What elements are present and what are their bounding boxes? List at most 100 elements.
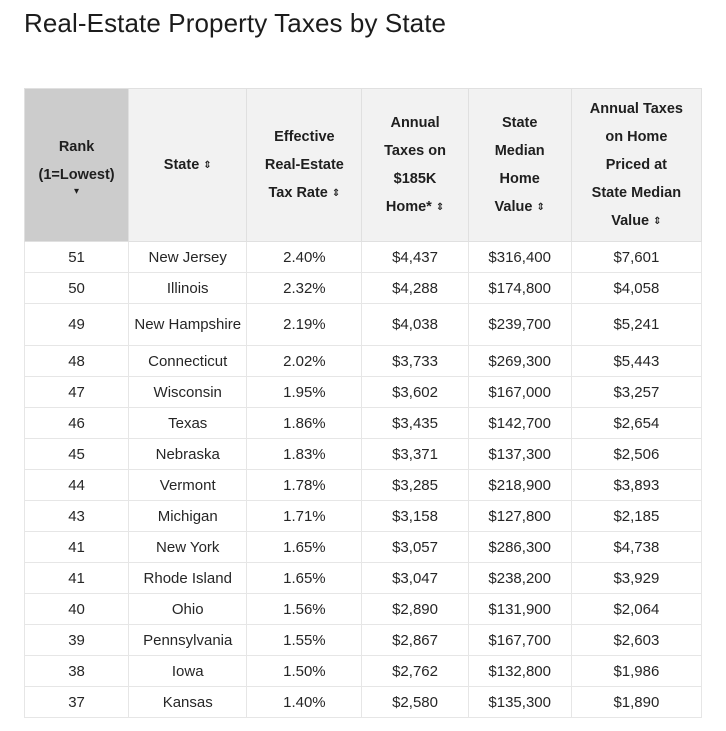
cell-rate: 1.40% <box>246 686 363 718</box>
sort-descending-icon: ▾ <box>74 186 80 197</box>
table-row: 37 Kansas 1.40% $2,580 $135,300 $1,890 <box>23 686 703 718</box>
header-annual-line: on Home <box>605 129 668 145</box>
cell-tax185k: $4,038 <box>361 303 469 346</box>
cell-median: $132,800 <box>467 655 572 687</box>
table-row: 38 Iowa 1.50% $2,762 $132,800 $1,986 <box>23 655 703 687</box>
cell-median: $269,300 <box>467 345 572 377</box>
cell-median: $131,900 <box>467 593 572 625</box>
cell-median: $167,700 <box>467 624 572 656</box>
header-tax-rate-line: Real-Estate <box>264 157 344 173</box>
header-state[interactable]: State ⇕ <box>128 88 248 242</box>
cell-median: $316,400 <box>467 241 572 273</box>
header-state-label: State <box>163 157 200 173</box>
sort-icon: ⇕ <box>435 202 445 213</box>
table-row: 47 Wisconsin 1.95% $3,602 $167,000 $3,257 <box>23 376 703 408</box>
header-tax-rate[interactable]: Effective Real-Estate Tax Rate ⇕ <box>246 88 363 242</box>
table-row: 46 Texas 1.86% $3,435 $142,700 $2,654 <box>23 407 703 439</box>
cell-rate: 1.65% <box>246 562 363 594</box>
header-median-value[interactable]: State Median Home Value ⇕ <box>467 88 572 242</box>
header-annual-line: Annual Taxes <box>589 101 683 117</box>
header-tax-rate-line: Tax Rate <box>268 185 328 201</box>
header-tax-rate-line: Effective <box>274 129 335 145</box>
cell-state: New Hampshire <box>128 303 248 346</box>
cell-rate: 1.95% <box>246 376 363 408</box>
cell-tax185k: $3,057 <box>361 531 469 563</box>
cell-rate: 1.78% <box>246 469 363 501</box>
cell-rate: 1.50% <box>246 655 363 687</box>
cell-rate: 2.19% <box>246 303 363 346</box>
cell-rate: 1.55% <box>246 624 363 656</box>
table-row: 45 Nebraska 1.83% $3,371 $137,300 $2,506 <box>23 438 703 470</box>
cell-state: Connecticut <box>128 345 248 377</box>
cell-state: New Jersey <box>128 241 248 273</box>
cell-state: Pennsylvania <box>128 624 248 656</box>
table-row: 48 Connecticut 2.02% $3,733 $269,300 $5,443 <box>23 345 703 377</box>
header-median-line: State <box>501 115 538 131</box>
cell-tax185k: $4,437 <box>361 241 469 273</box>
cell-tax185k: $3,047 <box>361 562 469 594</box>
cell-median: $218,900 <box>467 469 572 501</box>
cell-annual: $2,185 <box>570 500 703 532</box>
cell-state: Iowa <box>128 655 248 687</box>
cell-rate: 1.56% <box>246 593 363 625</box>
cell-annual: $5,443 <box>570 345 703 377</box>
cell-rate: 2.40% <box>246 241 363 273</box>
cell-annual: $1,986 <box>570 655 703 687</box>
cell-annual: $4,738 <box>570 531 703 563</box>
cell-rank: 40 <box>23 593 130 625</box>
cell-state: Wisconsin <box>128 376 248 408</box>
table-row: 41 New York 1.65% $3,057 $286,300 $4,738 <box>23 531 703 563</box>
cell-annual: $2,506 <box>570 438 703 470</box>
header-taxes-185k-line: $185K <box>393 171 437 187</box>
table-row: 50 Illinois 2.32% $4,288 $174,800 $4,058 <box>23 272 703 304</box>
cell-rank: 46 <box>23 407 130 439</box>
header-annual-line: Value <box>611 213 650 229</box>
header-rank-sublabel: (1=Lowest) <box>38 167 115 183</box>
cell-tax185k: $2,580 <box>361 686 469 718</box>
table-row: 39 Pennsylvania 1.55% $2,867 $167,700 $2,603 <box>23 624 703 656</box>
sort-icon: ⇕ <box>203 160 212 171</box>
cell-state: Nebraska <box>128 438 248 470</box>
header-median-line: Median <box>494 143 545 159</box>
cell-annual: $4,058 <box>570 272 703 304</box>
page-title: Real-Estate Property Taxes by State <box>24 8 447 38</box>
cell-median: $127,800 <box>467 500 572 532</box>
cell-tax185k: $2,867 <box>361 624 469 656</box>
sort-icon: ⇕ <box>653 216 662 227</box>
cell-rank: 45 <box>23 438 130 470</box>
cell-rank: 49 <box>23 303 130 346</box>
cell-rank: 43 <box>23 500 130 532</box>
cell-annual: $3,257 <box>570 376 703 408</box>
cell-rank: 50 <box>23 272 130 304</box>
cell-state: Vermont <box>128 469 248 501</box>
cell-tax185k: $4,288 <box>361 272 469 304</box>
cell-annual: $2,064 <box>570 593 703 625</box>
cell-rank: 48 <box>23 345 130 377</box>
cell-annual: $3,929 <box>570 562 703 594</box>
cell-tax185k: $3,158 <box>361 500 469 532</box>
cell-state: Illinois <box>128 272 248 304</box>
cell-median: $239,700 <box>467 303 572 346</box>
cell-rank: 41 <box>23 531 130 563</box>
cell-median: $142,700 <box>467 407 572 439</box>
cell-annual: $2,603 <box>570 624 703 656</box>
table-row: 41 Rhode Island 1.65% $3,047 $238,200 $3,929 <box>23 562 703 594</box>
cell-rate: 1.86% <box>246 407 363 439</box>
cell-rank: 41 <box>23 562 130 594</box>
cell-state: Texas <box>128 407 248 439</box>
cell-rank: 47 <box>23 376 130 408</box>
cell-rate: 2.32% <box>246 272 363 304</box>
cell-rate: 1.65% <box>246 531 363 563</box>
table-row: 40 Ohio 1.56% $2,890 $131,900 $2,064 <box>23 593 703 625</box>
table-row: 49 New Hampshire 2.19% $4,038 $239,700 $5,241 <box>23 303 703 346</box>
header-annual-median[interactable]: Annual Taxes on Home Priced at State Med… <box>570 88 703 242</box>
header-rank[interactable]: Rank (1=Lowest) ▾ <box>23 88 130 242</box>
header-taxes-185k-line: Home* <box>385 199 432 215</box>
cell-rate: 1.83% <box>246 438 363 470</box>
header-taxes-185k[interactable]: Annual Taxes on $185K Home* ⇕ <box>361 88 469 242</box>
cell-rank: 37 <box>23 686 130 718</box>
sort-icon: ⇕ <box>331 188 341 199</box>
cell-annual: $1,890 <box>570 686 703 718</box>
cell-tax185k: $2,890 <box>361 593 469 625</box>
cell-rank: 51 <box>23 241 130 273</box>
